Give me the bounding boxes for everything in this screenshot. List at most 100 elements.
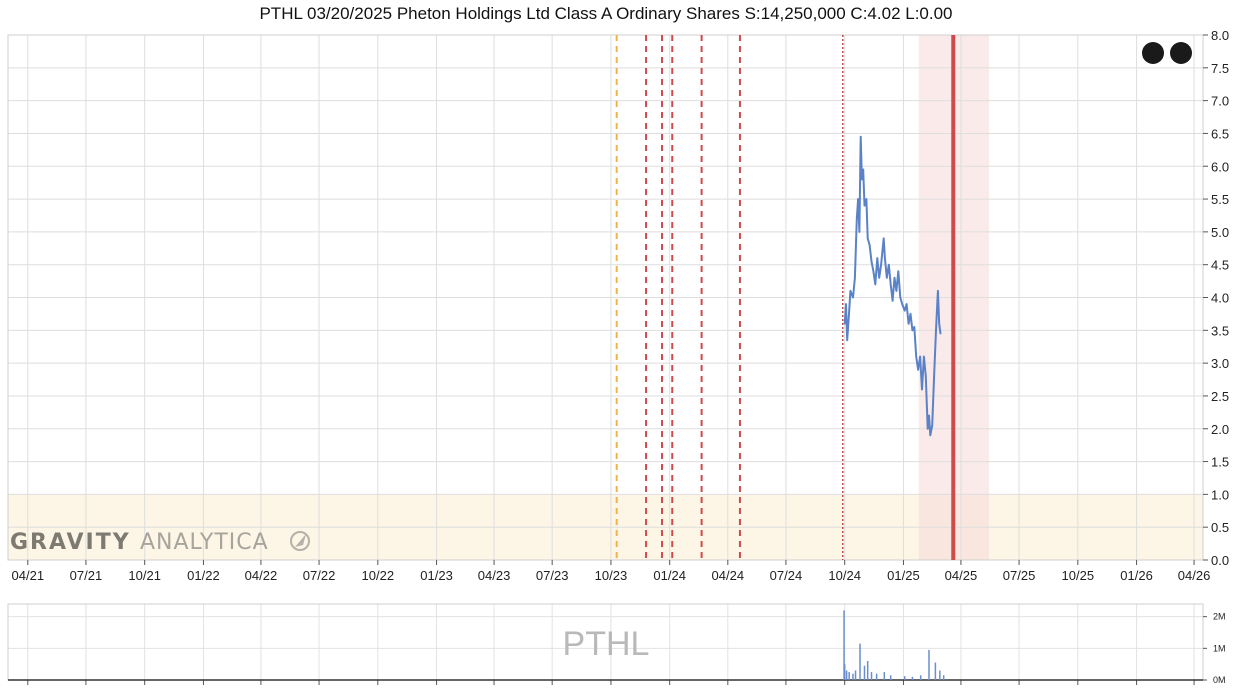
price-point: [937, 290, 939, 292]
price-point: [926, 427, 929, 430]
price-point: [919, 355, 921, 358]
volume-bar: [843, 610, 845, 680]
price-point: [899, 296, 902, 299]
volume-bar: [859, 643, 861, 680]
price-point: [848, 309, 850, 312]
watermark-gravity: GRAVITY: [10, 530, 131, 555]
watermark-analytica: ANALYTICA: [140, 530, 269, 555]
volume-y-tick-label: 0M: [1213, 675, 1226, 685]
price-point: [911, 329, 914, 332]
x-tick-label: 04/21: [12, 568, 45, 583]
volume-bar: [863, 665, 866, 680]
price-point: [929, 434, 932, 437]
price-point: [862, 168, 865, 171]
x-tick-label: 04/24: [712, 568, 745, 583]
price-point: [939, 332, 942, 335]
y-tick-label: 5.0: [1211, 225, 1229, 240]
x-tick-label: 10/21: [128, 568, 161, 583]
y-tick-label: 0.5: [1211, 520, 1229, 535]
price-point: [897, 270, 900, 273]
volume-bar: [843, 664, 846, 680]
price-point: [876, 257, 879, 259]
price-point: [917, 368, 919, 371]
y-tick-label: 8.0: [1211, 28, 1229, 43]
price-point: [907, 322, 910, 325]
volume-y-tick-label: 1M: [1213, 643, 1226, 653]
y-tick-label: 7.5: [1211, 61, 1229, 76]
x-tick-label: 01/24: [653, 568, 686, 583]
price-point: [865, 198, 868, 200]
price-point: [938, 322, 941, 325]
x-tick-label: 04/26: [1178, 568, 1211, 583]
x-tick-label: 10/25: [1062, 568, 1095, 583]
volume-bar: [903, 676, 906, 680]
price-point: [872, 270, 875, 273]
x-tick-label: 04/23: [478, 568, 511, 583]
x-tick-label: 10/24: [828, 568, 861, 583]
volume-bar: [883, 672, 886, 680]
price-point: [931, 424, 933, 427]
price-point: [887, 263, 890, 266]
volume-bar: [911, 676, 914, 680]
volume-bar: [939, 670, 941, 680]
y-tick-label: 7.0: [1211, 94, 1229, 109]
y-tick-label: 5.5: [1211, 192, 1229, 207]
price-point: [854, 277, 856, 279]
chart-title: PTHL 03/20/2025 Pheton Holdings Ltd Clas…: [259, 4, 953, 23]
price-point: [863, 204, 866, 207]
volume-y-tick-label: 2M: [1213, 612, 1226, 622]
volume-bar: [870, 672, 873, 680]
price-point: [915, 355, 918, 358]
price-point: [843, 322, 846, 325]
x-tick-label: 10/22: [362, 568, 395, 583]
volume-bar: [848, 672, 850, 680]
price-point: [861, 178, 863, 181]
price-point: [880, 263, 882, 266]
x-tick-label: 07/21: [70, 568, 103, 583]
price-point: [849, 290, 852, 292]
volume-bar: [942, 675, 945, 680]
price-point: [845, 303, 847, 305]
price-point: [923, 355, 925, 358]
price-point: [874, 283, 877, 286]
price-point: [870, 260, 873, 263]
price-point: [925, 375, 927, 378]
price-point: [886, 277, 888, 279]
y-tick-label: 3.5: [1211, 323, 1229, 338]
price-point: [857, 198, 859, 200]
price-point: [913, 326, 916, 328]
price-point: [868, 244, 871, 246]
price-point: [909, 313, 912, 315]
volume-bar: [928, 649, 930, 680]
price-point: [846, 339, 849, 341]
price-point: [882, 237, 885, 240]
price-point: [893, 277, 896, 279]
price-point: [852, 296, 854, 299]
x-tick-label: 01/25: [887, 568, 920, 583]
y-tick-label: 2.0: [1211, 422, 1229, 437]
price-point: [903, 309, 906, 312]
price-point: [878, 277, 880, 279]
price-point: [866, 237, 869, 240]
x-tick-label: 07/23: [536, 568, 569, 583]
y-tick-label: 4.0: [1211, 291, 1229, 306]
x-tick-label: 10/23: [595, 568, 628, 583]
price-point: [884, 257, 886, 259]
price-point: [895, 290, 898, 292]
price-point: [928, 414, 930, 417]
x-tick-label: 04/22: [245, 568, 278, 583]
volume-bar: [889, 675, 892, 680]
volume-bar: [866, 661, 869, 680]
status-dot: [1170, 42, 1192, 64]
y-tick-label: 1.5: [1211, 455, 1229, 470]
x-tick-label: 01/26: [1120, 568, 1153, 583]
x-tick-label: 01/23: [420, 568, 453, 583]
y-tick-label: 4.5: [1211, 258, 1229, 273]
volume-symbol-label: PTHL: [563, 625, 650, 663]
volume-bar: [845, 670, 848, 680]
y-tick-label: 6.5: [1211, 126, 1229, 141]
rocket-logo-icon: [290, 531, 310, 551]
price-point: [858, 231, 861, 233]
price-point: [891, 299, 894, 302]
